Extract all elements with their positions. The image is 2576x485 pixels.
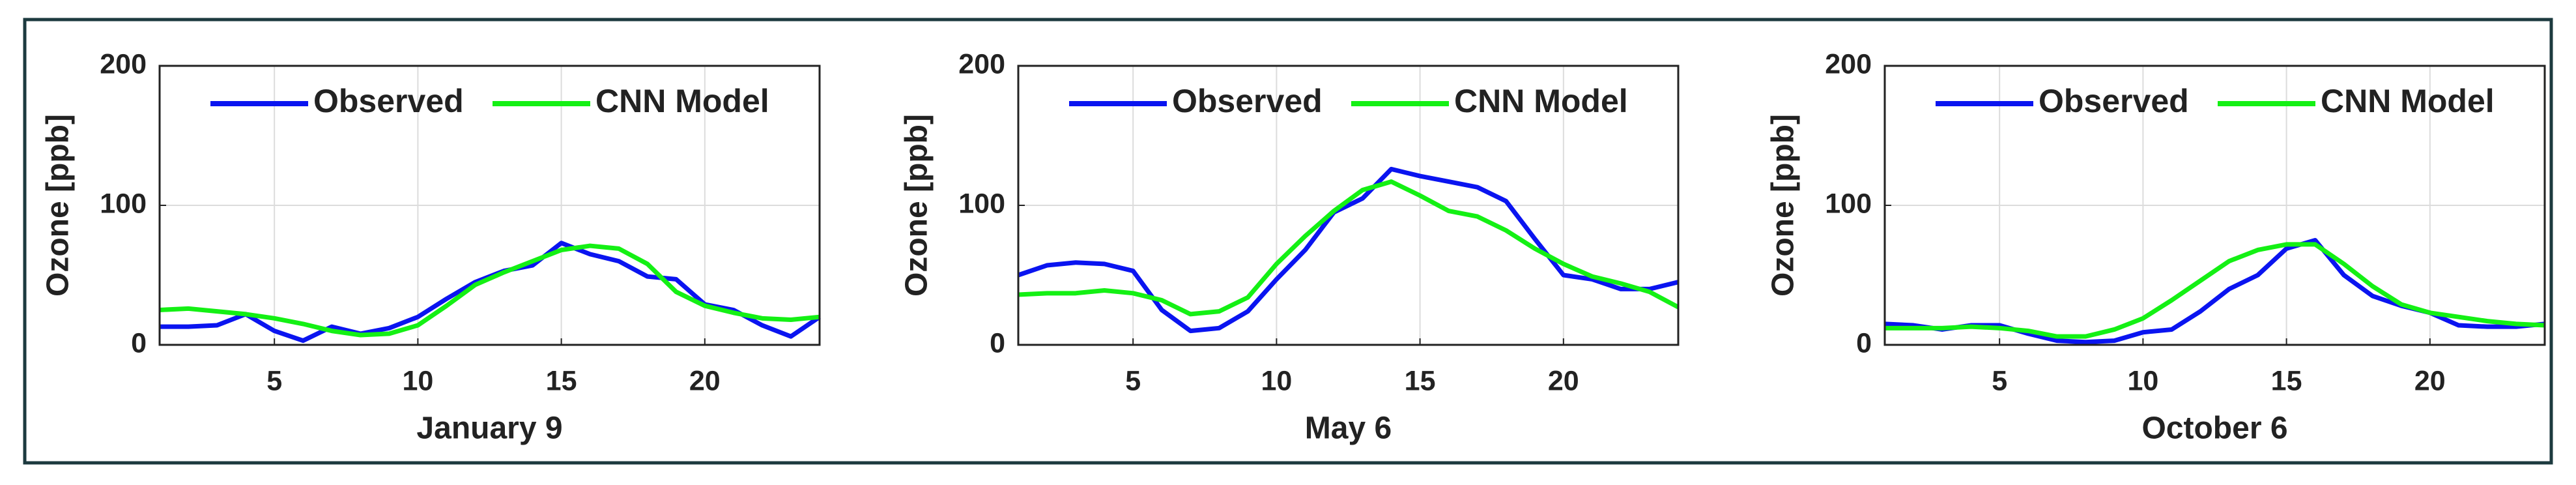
x-tick-label: 5 [1992, 365, 2007, 396]
x-tick-label: 20 [2414, 365, 2446, 396]
legend-label: Observed [2039, 83, 2189, 119]
y-axis-label: Ozone [ppb] [41, 114, 76, 297]
x-axis-label: October 6 [2141, 411, 2287, 446]
y-tick-label: 0 [990, 327, 1005, 359]
legend-label: CNN Model [595, 83, 769, 119]
y-tick-label: 0 [1856, 327, 1872, 359]
x-tick-label: 15 [546, 365, 577, 396]
x-tick-label: 5 [266, 365, 282, 396]
axes-box [1883, 65, 2546, 346]
legend-label: Observed [313, 83, 464, 119]
axes-box [158, 65, 821, 346]
data-line [1017, 166, 1679, 334]
data-line [159, 243, 820, 338]
legend-label: CNN Model [2321, 83, 2495, 119]
x-tick-label: 20 [1548, 365, 1579, 396]
x-tick-label: 10 [2127, 365, 2158, 396]
y-tick-label: 100 [100, 188, 147, 219]
x-axis-label: January 9 [416, 411, 562, 446]
axes-box [1017, 65, 1680, 346]
y-axis-label: Ozone [ppb] [900, 114, 934, 297]
x-tick-label: 15 [1405, 365, 1436, 396]
y-tick-label: 0 [131, 327, 147, 359]
x-tick-label: 10 [1261, 365, 1292, 396]
y-tick-label: 100 [1825, 188, 1872, 219]
y-tick-label: 100 [958, 188, 1005, 219]
x-tick-label: 5 [1125, 365, 1141, 396]
legend-label: Observed [1172, 83, 1323, 119]
y-tick-label: 200 [958, 48, 1005, 80]
data-line [1018, 179, 1680, 317]
data-line [1885, 242, 2545, 339]
x-axis-label: May 6 [1305, 411, 1392, 446]
x-tick-label: 15 [2271, 365, 2302, 396]
legend-label: CNN Model [1454, 83, 1628, 119]
x-tick-label: 20 [689, 365, 721, 396]
y-axis-label: Ozone [ppb] [1766, 114, 1801, 297]
x-tick-label: 10 [402, 365, 433, 396]
y-tick-label: 200 [100, 48, 147, 80]
y-tick-label: 200 [1825, 48, 1872, 80]
